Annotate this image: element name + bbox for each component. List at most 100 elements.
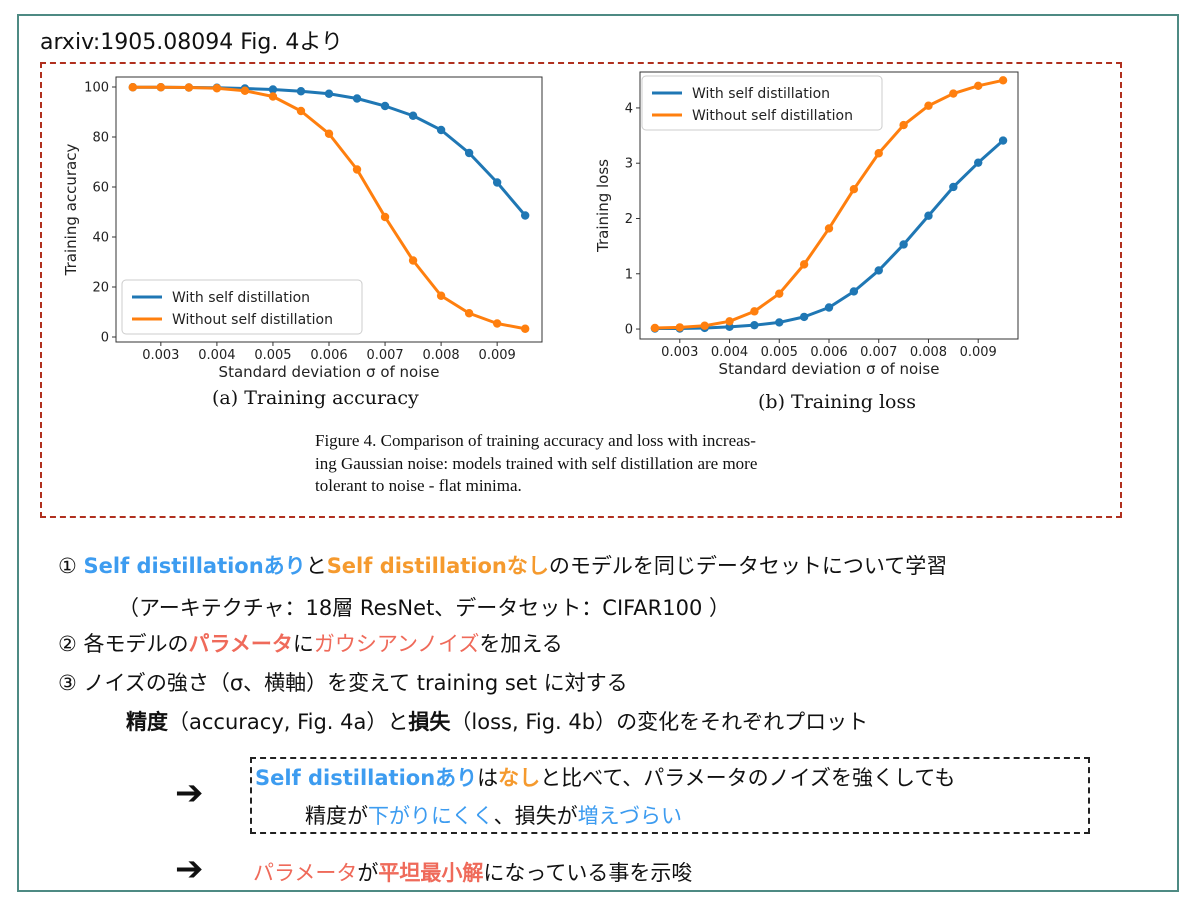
- data-point: [408, 111, 418, 120]
- data-point: [212, 84, 222, 93]
- data-point: [650, 323, 660, 333]
- data-point: [184, 83, 194, 92]
- step-1-mark: ①: [58, 554, 77, 578]
- step-1-detail: （アーキテクチャ：18層 ResNet、データセット：CIFAR100 ）: [118, 596, 731, 620]
- data-point: [268, 85, 278, 94]
- loss-term: 損失: [408, 710, 451, 734]
- flat-minima-term: 平坦最小解: [378, 861, 484, 885]
- legend-label: With self distillation: [172, 290, 310, 306]
- step-2-text: ② 各モデルの: [58, 632, 189, 656]
- data-point: [775, 289, 784, 298]
- data-point: [520, 211, 530, 220]
- step-1-text: のモデルを同じデータセットについて学習: [548, 554, 948, 578]
- y-tick-label: 60: [92, 181, 109, 196]
- x-axis-label: Standard deviation σ of noise: [219, 363, 440, 381]
- y-tick-label: 100: [84, 81, 109, 96]
- data-point: [156, 83, 166, 92]
- series-line: [654, 139, 1005, 330]
- data-point: [380, 212, 390, 222]
- x-tick-label: 0.006: [310, 348, 347, 363]
- legend-box: [641, 75, 883, 131]
- data-point: [352, 94, 362, 103]
- data-point: [408, 256, 418, 265]
- x-tick-label: 0.005: [254, 348, 291, 363]
- data-point: [924, 101, 933, 110]
- step-3: ③ ノイズの強さ（σ、横軸）を変えて training set に対する: [58, 671, 628, 695]
- data-point: [799, 260, 809, 269]
- conclusion-text-3: になっている事を示唆: [483, 861, 693, 885]
- y-tick-label: 2: [625, 212, 633, 227]
- data-point: [520, 324, 530, 333]
- figure-caption: Figure 4. Comparison of training accurac…: [315, 430, 875, 498]
- accuracy-term: 精度: [126, 710, 168, 734]
- conclusion-line-3: パラメータが平坦最小解になっている事を示唆: [253, 857, 692, 887]
- legend-label: Without self distillation: [692, 108, 853, 124]
- gaussian-noise-term: ガウシアンノイズ: [313, 632, 480, 656]
- data-point: [949, 182, 958, 192]
- step-1: ① Self distillationありとSelf distillationな…: [58, 550, 947, 580]
- data-point: [240, 86, 250, 95]
- hard-to-drop-term: 下がりにくく: [368, 804, 494, 828]
- data-point: [268, 92, 278, 101]
- conclusion-wa: は: [477, 766, 499, 790]
- x-tick-label: 0.007: [366, 348, 403, 363]
- figure-caption-line: Figure 4. Comparison of training accurac…: [315, 431, 756, 450]
- conclusion-line-2: 精度が下がりにくく、損失が増えづらい: [305, 800, 682, 830]
- y-axis-label: Training loss: [594, 159, 612, 253]
- x-tick-label: 0.007: [860, 345, 897, 360]
- figure-caption-line: ing Gaussian noise: models trained with …: [315, 453, 758, 473]
- data-point: [974, 158, 983, 167]
- data-point: [750, 307, 759, 316]
- data-point: [380, 101, 390, 111]
- data-point: [874, 266, 883, 275]
- figure-caption-line: tolerant to noise - flat minima.: [315, 476, 522, 495]
- data-point: [974, 81, 983, 91]
- step-2-ni: に: [292, 632, 314, 656]
- x-tick-label: 0.004: [198, 348, 235, 363]
- data-point: [824, 224, 834, 233]
- source-label: arxiv:1905.08094 Fig. 4より: [40, 30, 343, 55]
- data-point: [436, 125, 446, 135]
- parameter-term: パラメータ: [253, 861, 358, 885]
- x-tick-label: 0.008: [422, 348, 459, 363]
- y-tick-label: 4: [625, 101, 633, 116]
- conclusion-accuracy: 精度が: [305, 804, 368, 828]
- y-tick-label: 3: [625, 157, 633, 172]
- y-tick-label: 0: [101, 331, 109, 346]
- data-point: [899, 240, 908, 249]
- without-distillation-term: Self distillationなし: [326, 554, 549, 578]
- data-point: [464, 148, 474, 158]
- data-point: [296, 106, 306, 116]
- data-point: [750, 320, 759, 330]
- x-tick-label: 0.003: [142, 348, 179, 363]
- conclusion-ga: が: [357, 861, 379, 885]
- x-tick-label: 0.005: [761, 345, 798, 360]
- x-tick-label: 0.006: [810, 345, 847, 360]
- without-term: なし: [498, 766, 541, 790]
- y-tick-label: 1: [625, 267, 633, 282]
- conclusion-box: [250, 757, 1090, 834]
- data-point: [998, 76, 1008, 85]
- data-point: [824, 303, 834, 312]
- step-2: ② 各モデルのパラメータにガウシアンノイズを加える: [58, 628, 563, 658]
- data-point: [675, 323, 684, 332]
- x-tick-label: 0.003: [661, 345, 698, 360]
- y-tick-label: 20: [92, 281, 109, 296]
- accuracy-ref: （accuracy, Fig. 4a）と: [168, 710, 409, 734]
- y-tick-label: 80: [92, 131, 109, 146]
- data-point: [352, 165, 362, 174]
- accuracy-chart: 0.003 0.004 0.005 0.006 0.007 0.008 0.009 0 20 40…: [62, 76, 543, 381]
- hard-to-increase-term: 増えづらい: [577, 804, 682, 828]
- data-point: [899, 120, 908, 130]
- data-point: [775, 318, 784, 327]
- conclusion-loss: 、損失が: [493, 804, 578, 828]
- y-tick-label: 40: [92, 231, 109, 246]
- x-axis-label: Standard deviation σ of noise: [719, 360, 940, 378]
- legend-label: With self distillation: [692, 86, 830, 102]
- step-1-and: と: [305, 554, 327, 578]
- legend-box: [121, 279, 363, 335]
- figure-excerpt-box: [40, 62, 1122, 518]
- with-distillation-term: Self distillationあり: [83, 554, 306, 578]
- conclusion-line-1: Self distillationありはなしと比べて、パラメータのノイズを強くし…: [255, 762, 955, 792]
- legend-label: Without self distillation: [172, 312, 333, 328]
